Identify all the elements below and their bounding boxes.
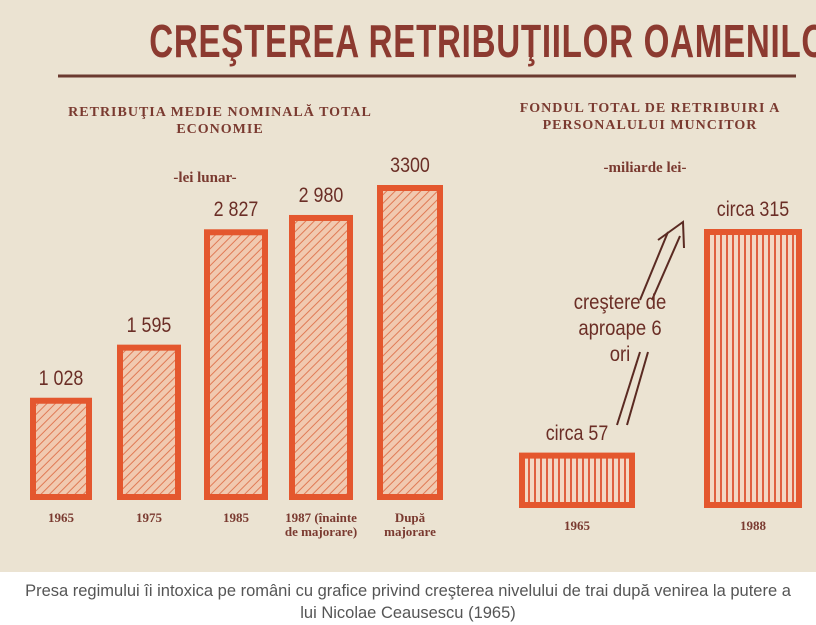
- chart-title: FONDUL TOTAL DE RETRIBUIRI A PERSONALULU…: [519, 101, 781, 133]
- chart-subtitle: -miliarde lei-: [603, 160, 687, 176]
- category-label: 1988: [740, 518, 766, 533]
- category-label: 1985: [223, 510, 249, 525]
- data-label: 2 827: [213, 198, 259, 222]
- data-label: 1 028: [38, 366, 84, 390]
- data-label: circa 57: [545, 421, 609, 445]
- annotation: creştere de aproape 6 ori: [573, 291, 667, 366]
- data-label: 2 980: [298, 183, 344, 207]
- data-label: 1 595: [126, 313, 172, 337]
- category-label: 1965: [48, 510, 74, 525]
- bar: [704, 229, 802, 508]
- data-label: 3300: [390, 154, 430, 177]
- chart-title: RETRIBUŢIA MEDIE NOMINALĂ TOTAL ECONOMIE: [68, 105, 372, 137]
- charts: [30, 74, 802, 509]
- category-label: 1987 (înainte de majorare): [284, 510, 358, 539]
- category-label: 1975: [136, 510, 162, 525]
- data-label: circa 315: [716, 198, 790, 221]
- bar: [204, 229, 268, 500]
- bar: [30, 397, 92, 500]
- category-label: După majorare: [384, 510, 436, 539]
- bar: [377, 185, 443, 500]
- bar: [117, 344, 181, 500]
- main-title: CREŞTEREA RETRIBUŢIILOR OAMENILOR MUNCII: [149, 15, 816, 67]
- growth-arrow: [616, 220, 685, 426]
- chart-subtitle: -lei lunar-: [173, 170, 237, 186]
- caption: Presa regimului îi intoxica pe români cu…: [25, 582, 791, 622]
- category-label: 1965: [564, 518, 590, 533]
- bar: [289, 214, 353, 501]
- bar: [519, 452, 635, 509]
